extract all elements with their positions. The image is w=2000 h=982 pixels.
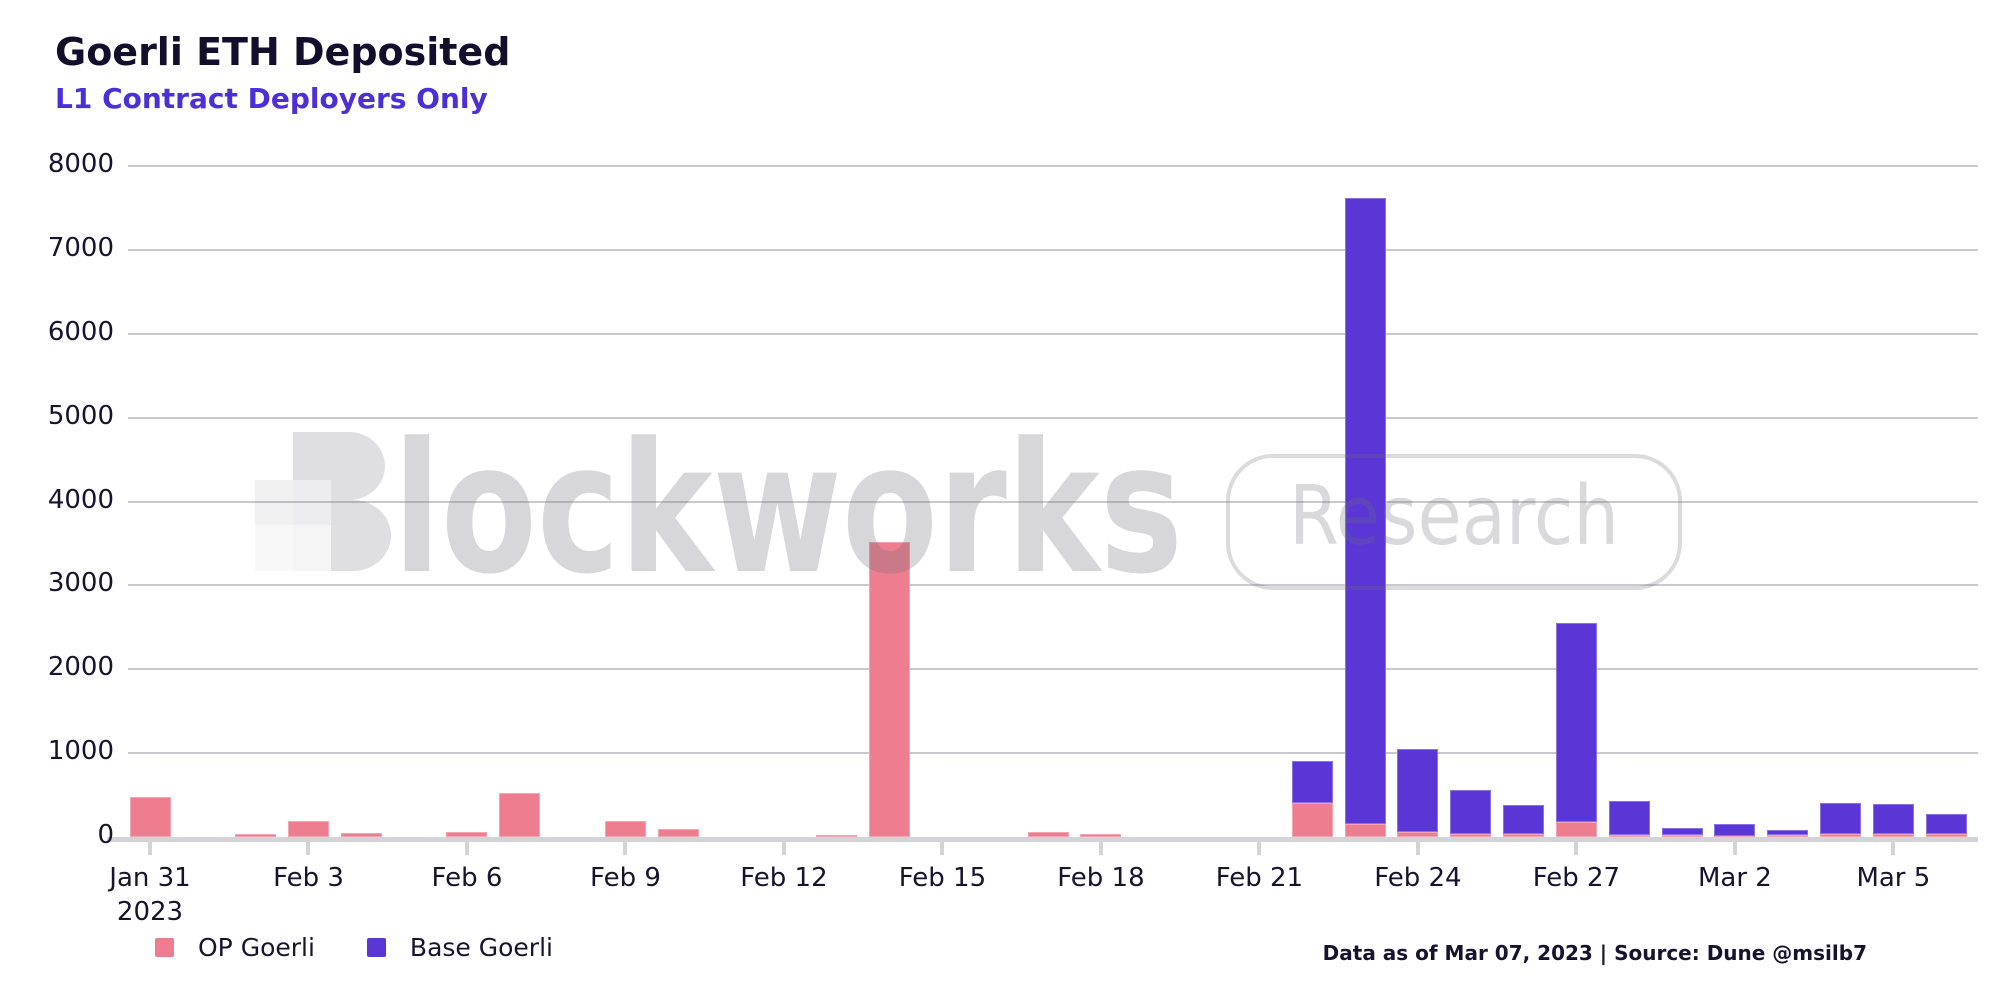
x-axis-tick [1415, 842, 1420, 855]
bar-op-goerli-feb-18 [1080, 834, 1122, 837]
bar-base-goerli-mar-6 [1925, 814, 1967, 834]
bar-op-goerli-feb-22 [1291, 803, 1333, 837]
x-axis-tick-label: Mar 5 [1856, 863, 1931, 893]
legend-label: Base Goerli [409, 933, 553, 962]
bar-op-goerli-mar-1 [1661, 834, 1703, 837]
gridline [128, 416, 1978, 419]
x-axis-tick-label: Feb 12 [740, 863, 828, 893]
bar-op-goerli-feb-2 [235, 833, 277, 837]
legend-swatch [366, 938, 386, 957]
x-axis-tick [148, 842, 152, 855]
bar-op-goerli-feb-13 [816, 834, 858, 837]
x-axis-tick-label: Feb 15 [898, 863, 987, 893]
x-axis-line [107, 837, 1978, 842]
bar-op-goerli-mar-4 [1820, 833, 1862, 837]
x-axis-tick-label: Feb 27 [1532, 863, 1621, 893]
x-axis-tick-label: Feb 3 [273, 863, 344, 893]
source-note: Data as of Mar 07, 2023 | Source: Dune @… [1322, 941, 1867, 965]
legend: OP Goerli Base Goerli [155, 933, 589, 962]
x-axis-tick-label: Feb 18 [1057, 863, 1145, 893]
legend-item-base-goerli: Base Goerli [366, 933, 553, 962]
x-axis-tick [940, 842, 945, 855]
x-axis-tick-label: Jan 31 2023 [70, 862, 230, 930]
x-axis-tick-label: Mar 2 [1697, 863, 1772, 893]
bar-op-goerli-feb-25 [1450, 834, 1492, 837]
y-axis-tick-label: 8000 [47, 149, 114, 179]
y-axis-tick-label: 4000 [47, 484, 114, 515]
x-axis-tick [623, 842, 628, 855]
x-axis-tick-sublabel: 2023 [116, 896, 184, 927]
y-axis-tick-label: 0 [97, 820, 114, 850]
x-axis-tick [464, 842, 469, 855]
gridline [128, 248, 1978, 251]
x-axis-tick [1732, 842, 1737, 855]
gridline [128, 332, 1978, 335]
y-axis-tick-label: 2000 [47, 652, 114, 683]
x-axis-tick [1098, 842, 1103, 855]
bar-base-goerli-feb-24 [1397, 749, 1439, 832]
y-axis-tick-label: 1000 [47, 736, 114, 767]
bar-op-goerli-feb-14 [869, 541, 911, 837]
bar-op-goerli-feb-10 [657, 828, 699, 837]
bar-op-goerli-feb-26 [1503, 834, 1545, 837]
bar-op-goerli-mar-6 [1925, 833, 1967, 837]
bar-base-goerli-feb-27 [1555, 623, 1597, 823]
bar-op-goerli-jan-31 [129, 796, 171, 837]
bar-base-goerli-feb-23 [1344, 197, 1386, 825]
gridline [128, 500, 1978, 503]
bar-op-goerli-feb-23 [1344, 824, 1386, 837]
y-axis-tick-label: 7000 [47, 232, 114, 263]
legend-label: OP Goerli [198, 933, 315, 962]
bar-base-goerli-mar-5 [1872, 804, 1914, 835]
x-axis-tick-label: Feb 9 [590, 863, 661, 893]
gridline [128, 752, 1978, 755]
bar-op-goerli-feb-6 [446, 831, 488, 837]
x-axis-tick [1574, 842, 1579, 855]
bar-op-goerli-feb-17 [1027, 831, 1069, 837]
bar-op-goerli-feb-4 [340, 833, 382, 837]
x-axis-tick [1891, 842, 1896, 855]
bar-op-goerli-feb-9 [604, 820, 646, 837]
bar-base-goerli-mar-1 [1661, 827, 1703, 835]
x-axis-tick [781, 842, 786, 855]
x-axis-tick [306, 842, 311, 855]
legend-swatch [155, 938, 174, 957]
legend-item-op-goerli: OP Goerli [155, 933, 315, 962]
bar-op-goerli-feb-24 [1397, 831, 1439, 837]
bar-base-goerli-feb-25 [1450, 790, 1492, 835]
x-axis-tick-label: Feb 6 [431, 863, 503, 893]
bar-op-goerli-mar-3 [1767, 835, 1809, 837]
bar-op-goerli-mar-5 [1872, 834, 1914, 837]
bar-base-goerli-mar-4 [1820, 803, 1862, 834]
bar-base-goerli-feb-22 [1291, 760, 1333, 804]
watermark-wordmark: lockworks [393, 405, 1183, 614]
bar-op-goerli-feb-7 [499, 792, 541, 837]
y-axis-tick-label: 6000 [47, 316, 114, 347]
bar-op-goerli-feb-27 [1555, 822, 1597, 837]
x-axis-tick [1257, 842, 1262, 855]
bar-base-goerli-mar-2 [1714, 824, 1756, 837]
y-axis-tick-label: 3000 [47, 568, 114, 599]
gridline [128, 584, 1978, 587]
bar-op-goerli-mar-2 [1714, 836, 1756, 837]
bar-base-goerli-mar-3 [1767, 830, 1809, 836]
bar-base-goerli-feb-26 [1503, 805, 1545, 835]
bar-op-goerli-feb-3 [287, 821, 329, 837]
x-axis-tick-label: Feb 24 [1374, 863, 1462, 893]
gridline [128, 668, 1978, 671]
gridline [128, 165, 1978, 167]
chart-subtitle: L1 Contract Deployers Only [55, 82, 488, 115]
bar-base-goerli-feb-28 [1608, 800, 1650, 836]
svg-text:Research: Research [1289, 469, 1619, 564]
y-axis-tick-label: 5000 [47, 400, 114, 431]
x-axis-tick-label: Feb 21 [1215, 863, 1304, 893]
watermark-research-badge: Research [1226, 454, 1682, 590]
page-title: Goerli ETH Deposited [55, 30, 511, 74]
bar-op-goerli-feb-28 [1608, 835, 1650, 837]
